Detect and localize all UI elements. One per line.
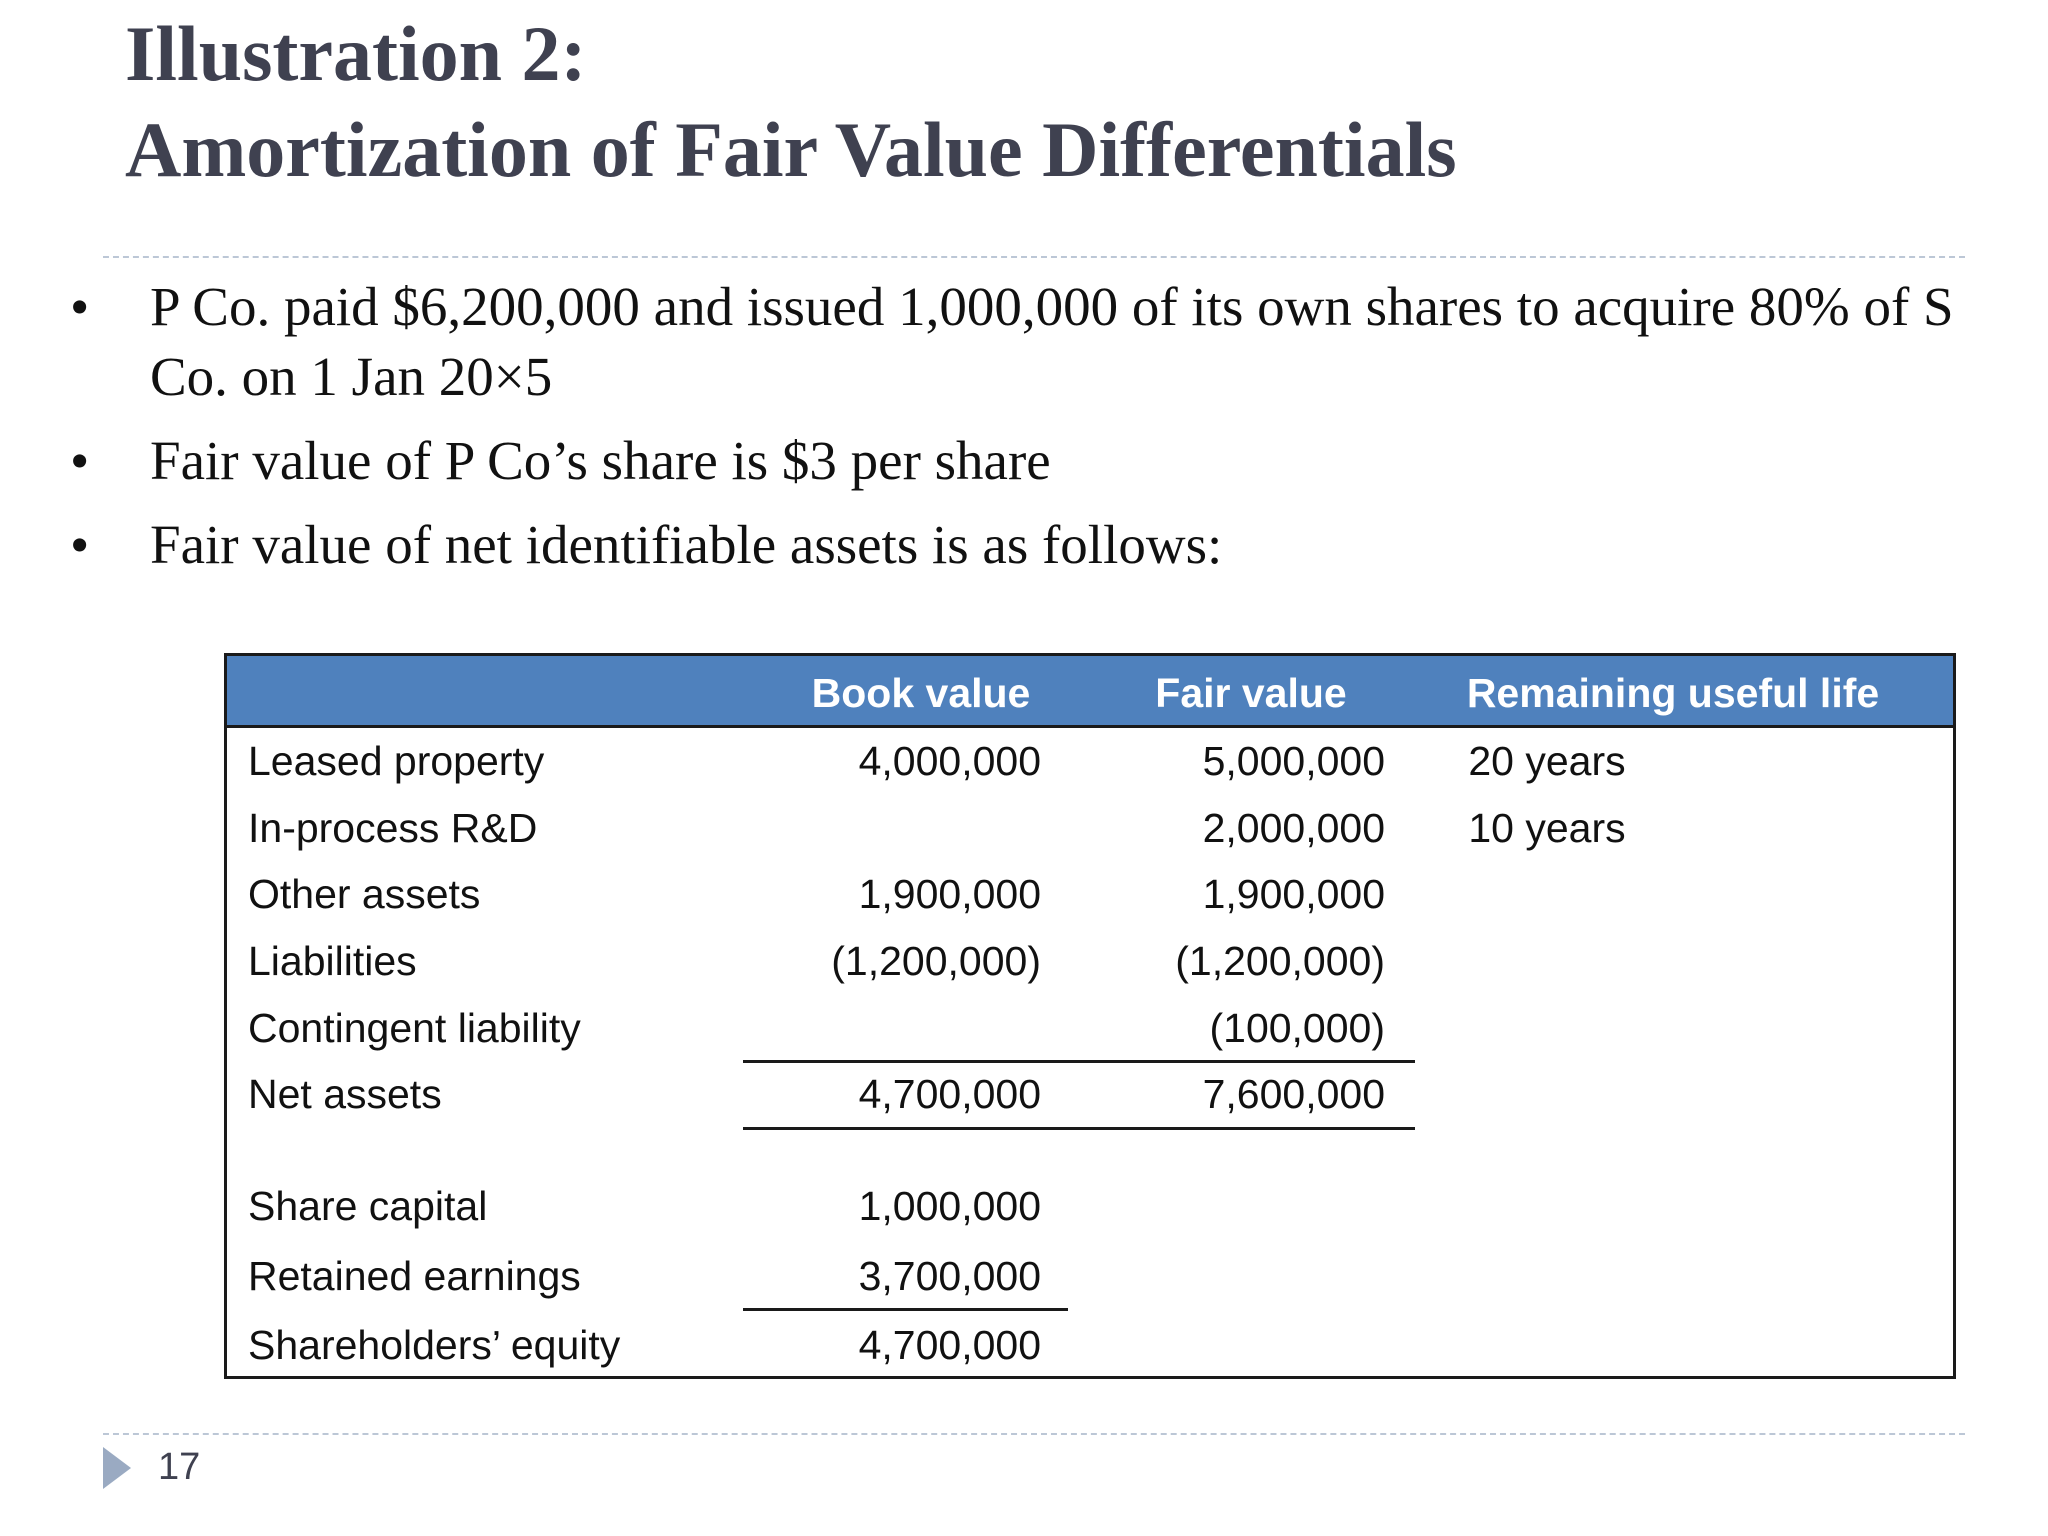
bullet-text: Fair value of P Co’s share is $3 per sha… [150,430,1051,491]
fair-value-cell: 1,900,000 [1202,871,1385,917]
fair-value-cell: 5,000,000 [1202,738,1385,784]
row-label: Other assets [248,871,481,917]
bullet-dot-icon: • [70,514,90,575]
book-value-cell: 4,700,000 [858,1322,1041,1368]
bullet-dot-icon: • [70,276,90,337]
fair-value-cell: (100,000) [1209,1005,1385,1051]
book-value-cell: 1,000,000 [858,1183,1041,1229]
header-book-value: Book value [811,670,1031,716]
bullet-dot-icon: • [70,430,90,491]
book-value-cell: 4,000,000 [858,738,1041,784]
triangle-marker-icon [103,1447,131,1489]
fair-value-cell: (1,200,000) [1175,938,1385,984]
bullet-item: • Fair value of net identifiable assets … [70,510,2015,580]
bullet-text: P Co. paid $6,200,000 and issued 1,000,0… [150,276,1954,407]
row-label: Liabilities [248,938,417,984]
subtotal-rule [743,1060,1415,1063]
slide-title: Illustration 2: Amortization of Fair Val… [125,6,1457,198]
bullet-text: Fair value of net identifiable assets is… [150,514,1223,575]
title-line-1: Illustration 2: [125,10,587,97]
useful-life-text: 20 years [1468,738,1626,784]
table-row: Shareholders’ equity 4,700,000 [227,1320,1953,1370]
bullet-list: • P Co. paid $6,200,000 and issued 1,000… [70,272,2015,594]
row-label: Retained earnings [248,1253,581,1299]
equity-subtotal-rule [743,1308,1068,1311]
row-label: Net assets [248,1071,442,1117]
table-row: Net assets 4,700,000 7,600,000 [227,1069,1953,1119]
book-value-cell: 3,700,000 [858,1253,1041,1299]
bullet-item: • Fair value of P Co’s share is $3 per s… [70,426,2015,496]
book-value-cell: (1,200,000) [831,938,1041,984]
book-value-cell: 1,900,000 [858,871,1041,917]
table-row: Other assets 1,900,000 1,900,000 [227,869,1953,919]
table-row: Share capital 1,000,000 [227,1181,1953,1231]
table-header-row: Book value Fair value Remaining useful l… [227,656,1953,728]
row-label: Share capital [248,1183,488,1229]
row-label: Leased property [248,738,545,784]
table-row: Leased property 4,000,000 5,000,000 20 y… [227,736,1953,786]
table-row: Contingent liability (100,000) [227,1003,1953,1053]
useful-life-text: 10 years [1468,805,1626,851]
table-row: In-process R&D 2,000,000 10 years [227,803,1953,853]
fair-value-cell: 2,000,000 [1202,805,1385,851]
row-label: In-process R&D [248,805,538,851]
fair-value-cell: 7,600,000 [1202,1071,1385,1117]
book-value-cell: 4,700,000 [858,1071,1041,1117]
table-row: Liabilities (1,200,000) (1,200,000) [227,936,1953,986]
bottom-divider [103,1433,1965,1435]
header-fair-value: Fair value [1155,670,1347,716]
total-rule [743,1127,1415,1130]
title-line-2: Amortization of Fair Value Differentials [125,106,1457,193]
header-remaining-useful-life: Remaining useful life [1466,670,1880,716]
row-label: Contingent liability [248,1005,581,1051]
page-number: 17 [158,1446,201,1488]
row-label: Shareholders’ equity [248,1322,621,1368]
bullet-item: • P Co. paid $6,200,000 and issued 1,000… [70,272,2015,412]
top-divider [103,256,1965,258]
table-row: Retained earnings 3,700,000 [227,1251,1953,1301]
fair-value-table: Book value Fair value Remaining useful l… [224,653,1956,1379]
